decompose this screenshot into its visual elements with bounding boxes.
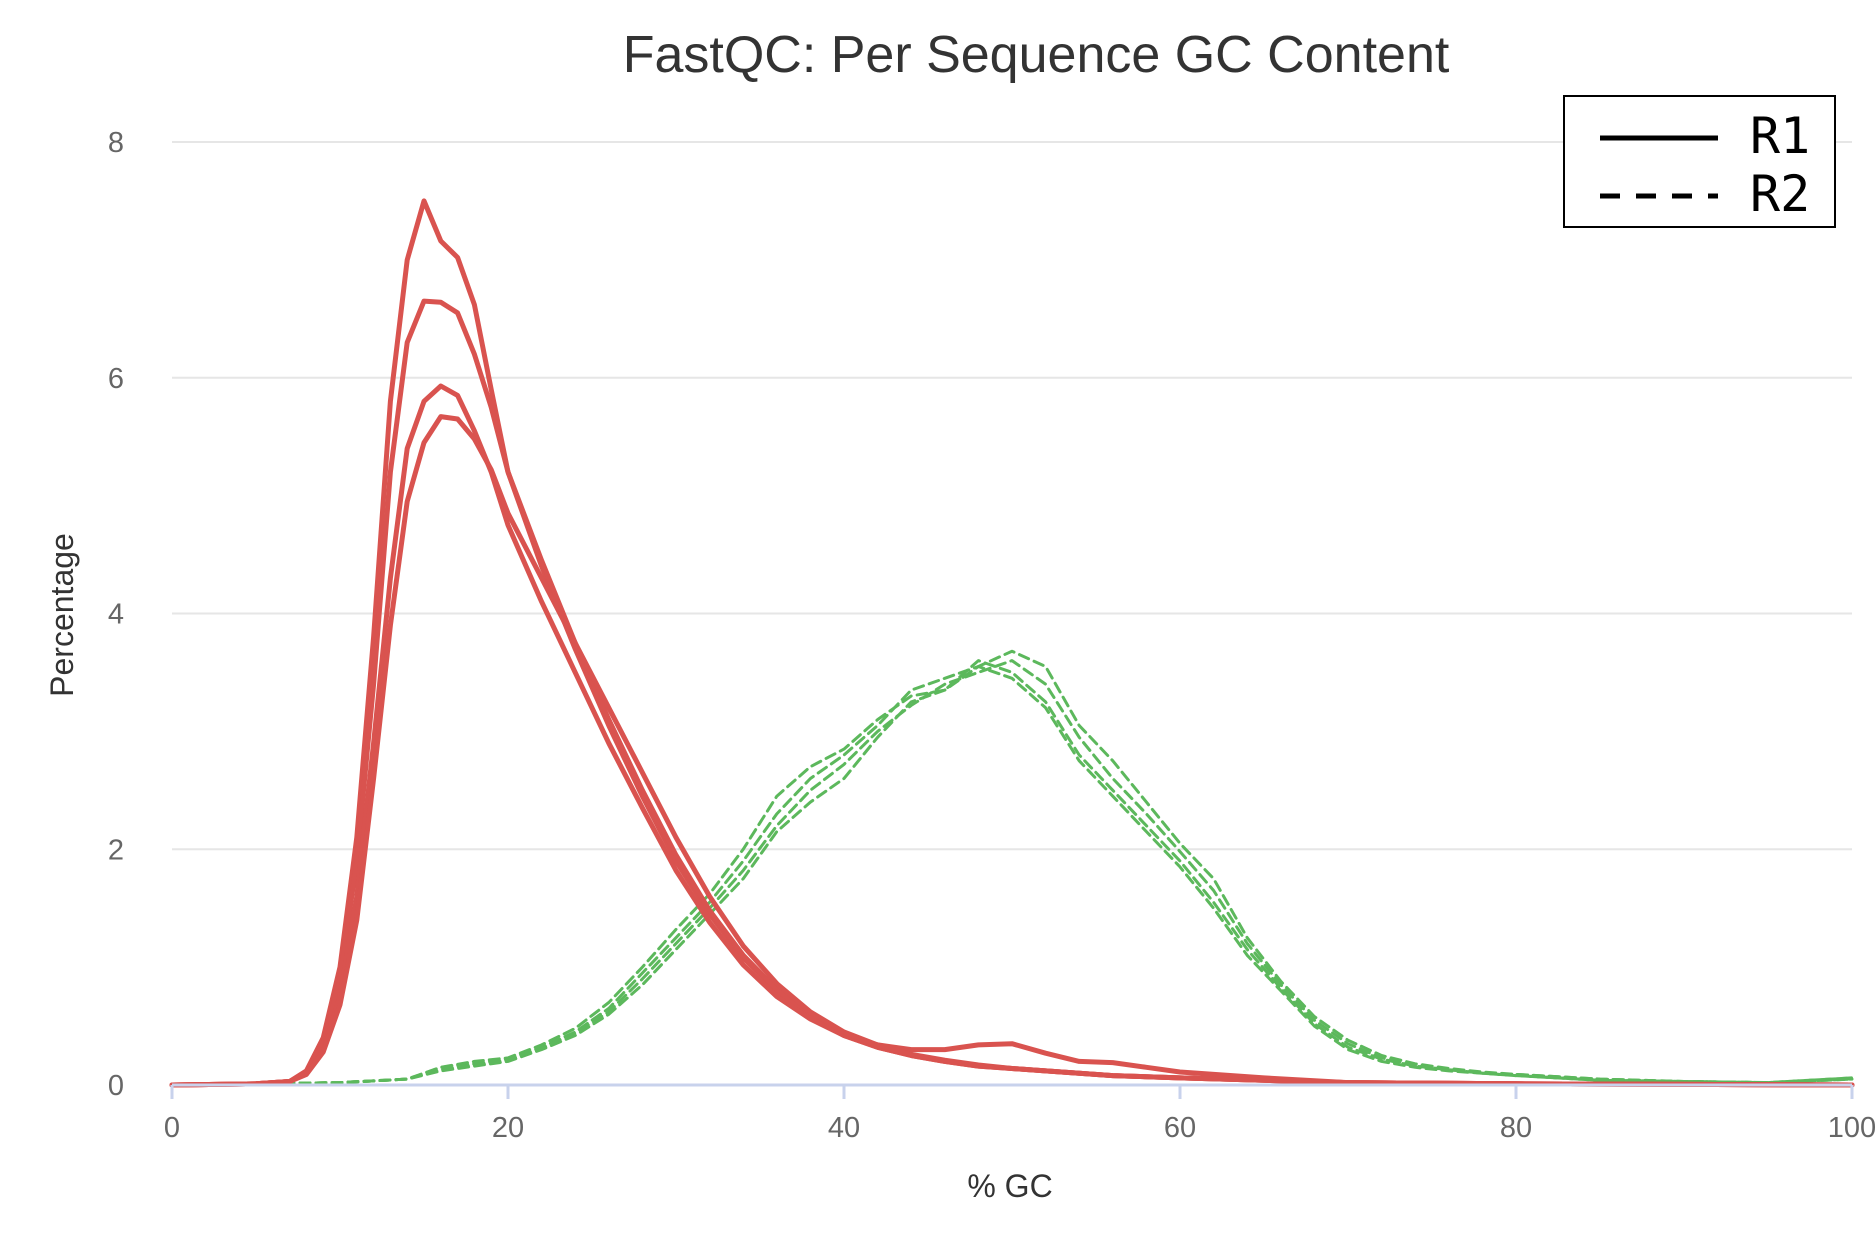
x-tick-label: 80 — [1500, 1112, 1532, 1144]
y-tick-label: 6 — [108, 363, 124, 395]
r2-series-line — [170, 659, 1854, 1087]
r2-series-line — [170, 665, 1854, 1087]
legend: R1 R2 — [1563, 95, 1836, 228]
r1-series-line — [169, 383, 1855, 1088]
legend-r1-label: R1 — [1750, 107, 1810, 165]
x-axis-label: % GC — [967, 1168, 1052, 1204]
x-tick-label: 0 — [164, 1112, 180, 1144]
x-tick-label: 100 — [1828, 1112, 1875, 1144]
r1-series-line — [169, 298, 1855, 1088]
legend-r2-label: R2 — [1750, 165, 1810, 223]
legend-box — [1563, 95, 1836, 228]
y-tick-label: 2 — [108, 834, 124, 866]
r1-series-line — [169, 198, 1855, 1088]
x-tick-label: 20 — [492, 1112, 524, 1144]
chart-title: FastQC: Per Sequence GC Content — [623, 26, 1450, 84]
r2-series-line — [170, 649, 1854, 1087]
y-tick-label: 0 — [108, 1070, 124, 1102]
x-tick-label: 40 — [828, 1112, 860, 1144]
series-layer — [169, 198, 1855, 1088]
y-tick-label: 8 — [108, 127, 124, 159]
r1-series-line — [169, 414, 1855, 1088]
gridlines — [172, 141, 1852, 851]
r2-series-line — [170, 659, 1854, 1087]
y-axis-label: Percentage — [44, 533, 80, 697]
x-tick-label: 60 — [1164, 1112, 1196, 1144]
y-tick-label: 4 — [108, 599, 124, 631]
